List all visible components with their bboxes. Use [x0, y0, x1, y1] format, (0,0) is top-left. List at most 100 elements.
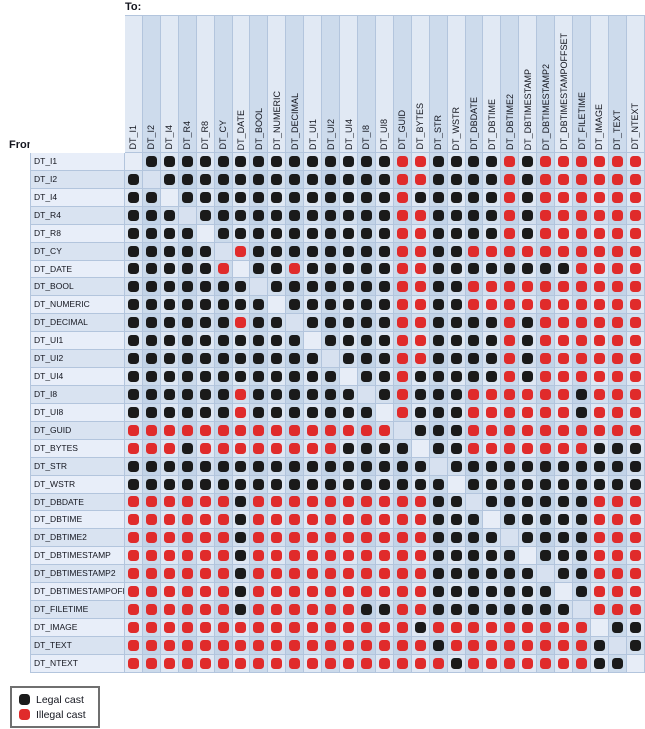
matrix-cell — [573, 350, 591, 369]
illegal-cast-dot — [271, 442, 283, 454]
matrix-cell — [590, 368, 609, 386]
matrix-cell — [465, 260, 484, 279]
matrix-cell — [357, 260, 376, 279]
legend-item-legal: Legal cast — [19, 692, 86, 707]
illegal-cast-dot — [360, 496, 372, 508]
legal-cast-dot — [486, 604, 498, 615]
matrix-cell — [608, 565, 627, 584]
matrix-cell — [214, 618, 233, 637]
illegal-cast-dot — [396, 639, 408, 651]
illegal-cast-dot — [181, 514, 193, 526]
matrix-cell — [483, 278, 502, 297]
illegal-cast-dot — [325, 496, 337, 508]
matrix-cell — [447, 350, 466, 369]
matrix-cell — [375, 153, 394, 171]
matrix-cell — [573, 403, 591, 422]
illegal-cast-dot — [558, 209, 570, 221]
matrix-cell — [393, 457, 412, 476]
matrix-cell — [340, 475, 358, 494]
legal-cast-dot — [593, 657, 605, 669]
legal-cast-dot — [235, 173, 247, 185]
matrix-cell — [214, 314, 233, 333]
matrix-cell — [590, 457, 609, 476]
matrix-cell — [125, 493, 143, 512]
matrix-cell — [304, 439, 323, 458]
legal-cast-dot — [163, 478, 175, 490]
legal-cast-dot — [163, 209, 175, 221]
matrix-cell — [501, 385, 520, 404]
legal-cast-dot — [199, 317, 211, 329]
matrix-cell — [178, 368, 197, 386]
illegal-cast-dot — [504, 317, 516, 329]
matrix-cell — [626, 368, 645, 386]
legal-cast-dot — [360, 604, 372, 615]
illegal-cast-dot — [289, 657, 301, 669]
legal-cast-dot — [593, 442, 605, 454]
illegal-cast-dot — [360, 621, 372, 633]
matrix-cell — [196, 206, 215, 225]
matrix-cell — [357, 547, 376, 566]
illegal-cast-dot — [593, 514, 605, 526]
matrix-cell — [286, 206, 305, 225]
matrix-cell — [125, 224, 143, 243]
legal-cast-dot — [486, 317, 498, 329]
matrix-cell — [214, 654, 233, 673]
matrix-cell — [519, 368, 538, 386]
legal-cast-dot — [307, 460, 319, 472]
illegal-cast-dot — [199, 514, 211, 526]
matrix-cell — [340, 206, 358, 225]
legal-cast-dot — [576, 568, 587, 580]
illegal-cast-dot — [593, 568, 605, 580]
illegal-cast-dot — [593, 586, 605, 598]
matrix-cell — [501, 368, 520, 386]
matrix-cell — [573, 654, 591, 673]
legal-cast-dot — [145, 406, 157, 418]
matrix-cell — [250, 350, 269, 369]
legal-cast-dot — [307, 299, 319, 311]
legal-cast-dot — [450, 388, 462, 400]
legal-cast-dot — [576, 496, 587, 508]
column-header-label: DT_UI8 — [379, 118, 390, 150]
legal-cast-dot — [414, 478, 426, 490]
matrix-cell — [501, 206, 520, 225]
matrix-cell — [411, 618, 430, 637]
illegal-cast-dot — [558, 245, 570, 257]
column-header: DT_DBTIMESTAMP — [519, 15, 538, 153]
illegal-cast-dot — [127, 657, 139, 669]
matrix-cell — [429, 314, 448, 333]
legal-cast-dot — [378, 209, 390, 221]
matrix-cell — [214, 636, 233, 655]
matrix-cell — [483, 385, 502, 404]
legal-cast-dot — [558, 496, 570, 508]
matrix-cell — [232, 350, 251, 369]
illegal-cast-dot — [307, 550, 319, 562]
illegal-cast-dot — [414, 657, 426, 669]
legal-cast-dot — [253, 353, 265, 365]
legal-cast-dot — [396, 442, 408, 454]
column-header-label: DT_STR — [433, 114, 444, 150]
matrix-cell — [322, 618, 341, 637]
illegal-cast-dot — [504, 639, 516, 651]
legal-cast-dot — [522, 317, 534, 329]
legal-cast-dot — [504, 514, 516, 526]
matrix-cell — [537, 296, 556, 315]
matrix-cell — [590, 314, 609, 333]
legal-cast-dot — [307, 406, 319, 418]
matrix-cell — [142, 636, 161, 655]
matrix-cell — [178, 457, 197, 476]
matrix-cell — [286, 296, 305, 315]
illegal-cast-dot — [396, 657, 408, 669]
illegal-cast-dot — [127, 604, 139, 615]
legal-cast-dot — [127, 317, 139, 329]
illegal-cast-dot — [540, 155, 552, 167]
illegal-cast-dot — [343, 568, 355, 580]
legal-cast-dot — [522, 191, 534, 203]
illegal-cast-dot — [611, 227, 623, 239]
row-header: DT_FILETIME — [30, 601, 125, 619]
matrix-cell — [304, 529, 323, 548]
legal-cast-dot — [271, 173, 283, 185]
illegal-cast-dot — [253, 532, 265, 544]
matrix-cell — [465, 511, 484, 530]
matrix-cell — [501, 654, 520, 673]
matrix-cell — [608, 206, 627, 225]
